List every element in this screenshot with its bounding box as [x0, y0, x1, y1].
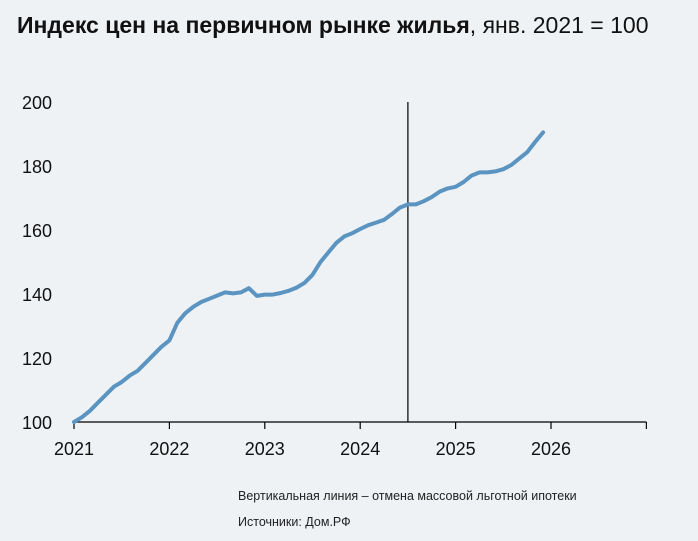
y-tick-label: 140 [22, 285, 52, 305]
x-tick-label: 2024 [340, 439, 380, 459]
x-tick-label: 2021 [54, 439, 94, 459]
source-note: Источники: Дом.РФ [238, 515, 351, 529]
chart-title-rest: , янв. 2021 = 100 [469, 12, 649, 38]
series-line [72, 130, 546, 424]
chart-title: Индекс цен на первичном рынке жилья, янв… [17, 10, 649, 40]
x-tick-label: 2026 [531, 439, 571, 459]
y-tick-label: 200 [22, 93, 52, 113]
x-tick-label: 2025 [436, 439, 476, 459]
y-tick-label: 180 [22, 157, 52, 177]
vertical-line-note: Вертикальная линия – отмена массовой льг… [238, 489, 577, 503]
y-tick-label: 120 [22, 349, 52, 369]
y-tick-label: 100 [22, 413, 52, 433]
chart-title-bold: Индекс цен на первичном рынке жилья [17, 12, 470, 38]
x-tick-label: 2023 [245, 439, 285, 459]
y-tick-label: 160 [22, 221, 52, 241]
x-tick-label: 2022 [149, 439, 189, 459]
